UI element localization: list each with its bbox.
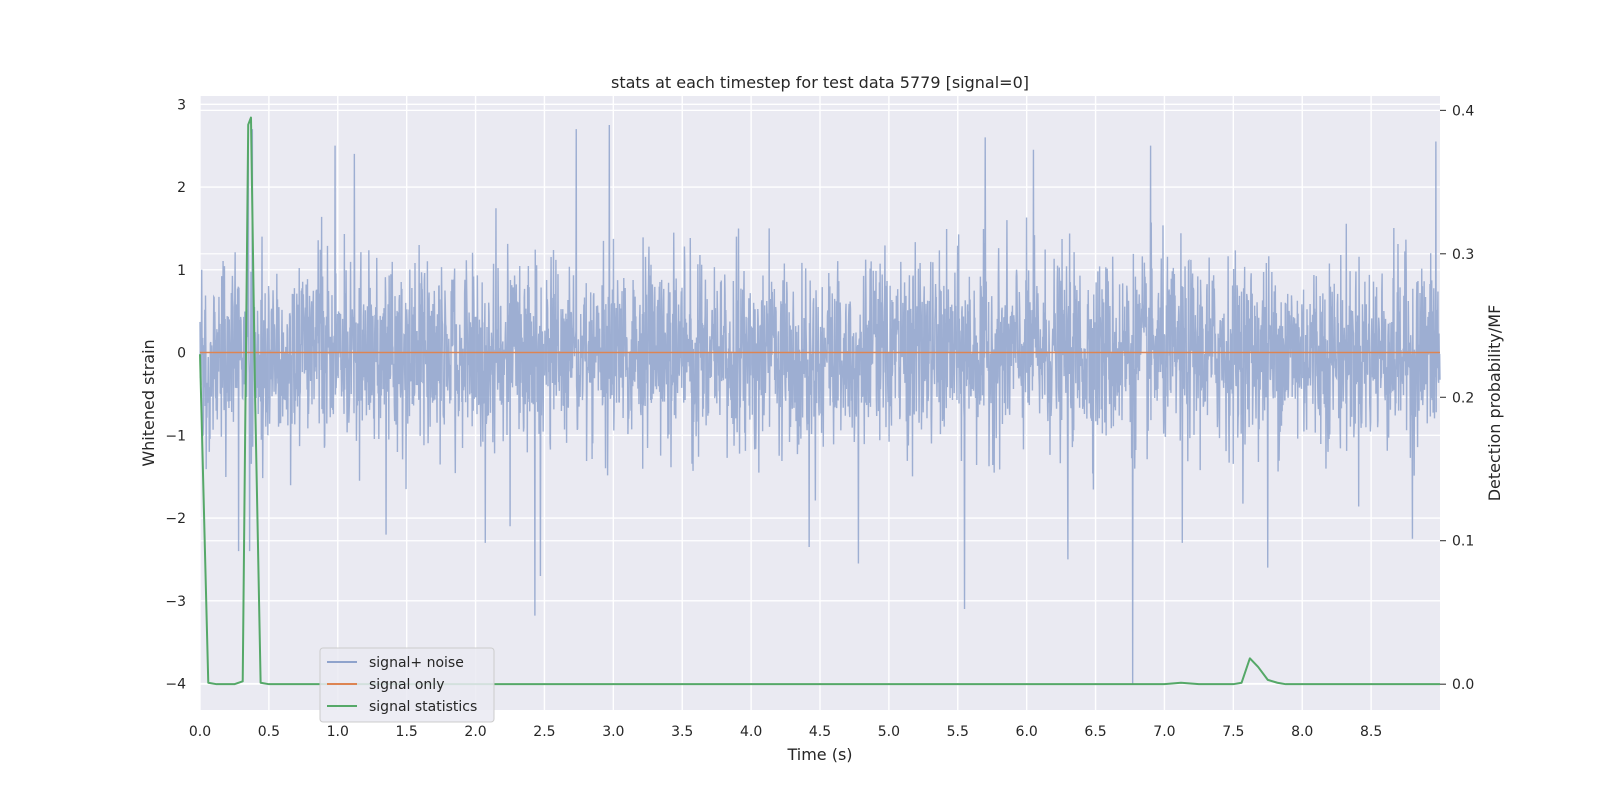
legend-label-signal-only: signal only [369,677,444,693]
y-tick-label: 0 [177,346,186,362]
x-tick-label: 5.0 [878,724,900,740]
y2-tick-label: 0.4 [1452,103,1474,119]
x-tick-label: 4.0 [740,724,762,740]
signal-statistics-line [199,116,1440,686]
y-tick-label: −3 [165,594,186,610]
x-axis-ticks: 0.0 0.5 1.0 1.5 2.0 2.5 3.0 3.5 4.0 4.5 5.0 5.5 6.0 6… [189,724,1382,740]
x-tick-label: 6.0 [1016,724,1038,740]
signal-noise-line [199,124,1441,684]
legend-label-signal-statistics: signal statistics [369,699,477,715]
x-tick-label: 7.0 [1153,724,1175,740]
x-tick-label: 1.5 [396,724,418,740]
y2-axis-ticks: 0.4 0.3 0.2 0.1 0.0 [1440,103,1474,693]
x-tick-label: 8.5 [1360,724,1382,740]
y-tick-label: −1 [165,428,186,444]
legend: signal+ noise signal only signal statist… [319,647,495,723]
legend-box [319,647,495,723]
x-tick-label: 2.0 [464,724,486,740]
y2-tick-label: 0.0 [1452,677,1474,693]
chart-title: stats at each timestep for test data 577… [611,73,1029,92]
y-tick-label: −4 [165,677,186,693]
y-tick-label: 3 [177,97,186,113]
y-tick-label: 1 [177,263,186,279]
series-signal-noise [199,124,1441,684]
x-tick-label: 0.5 [258,724,280,740]
series-signal-statistics [199,116,1440,686]
x-tick-label: 8.0 [1291,724,1313,740]
x-tick-label: 7.5 [1222,724,1244,740]
y-tick-label: −2 [165,511,186,527]
x-tick-label: 5.5 [947,724,969,740]
y-axis-label: Whitened strain [139,339,158,466]
x-tick-label: 3.5 [671,724,693,740]
y2-tick-label: 0.1 [1452,534,1474,550]
legend-label-signal-noise: signal+ noise [369,655,464,671]
y2-tick-label: 0.3 [1452,247,1474,263]
y2-tick-label: 0.2 [1452,390,1474,406]
x-tick-label: 3.0 [602,724,624,740]
x-tick-label: 4.5 [809,724,831,740]
y-axis-ticks: 3 2 1 0 −1 −2 −3 −4 [165,97,186,692]
x-tick-label: 0.0 [189,724,211,740]
x-tick-label: 2.5 [533,724,555,740]
x-axis-label: Time (s) [786,745,852,764]
y-tick-label: 2 [177,180,186,196]
y2-axis-label: Detection probability/MF [1485,305,1504,502]
x-tick-label: 1.0 [327,724,349,740]
x-tick-label: 6.5 [1084,724,1106,740]
